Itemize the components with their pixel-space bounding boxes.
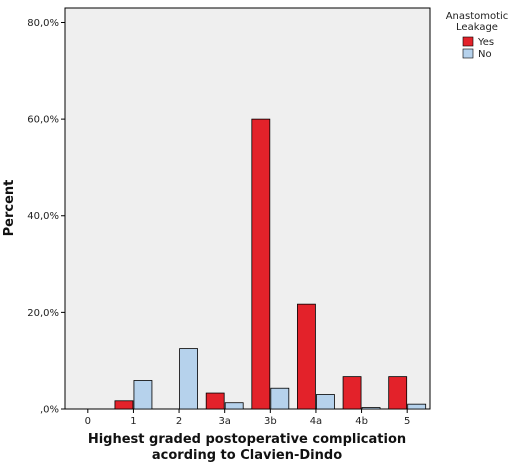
- y-tick-label: 40,0%: [27, 211, 59, 222]
- bar-no-3a: [224, 402, 244, 410]
- bar-no-4b: [361, 407, 381, 410]
- y-axis-title: Percent: [2, 180, 17, 237]
- bar-no-2: [179, 348, 198, 410]
- legend-title-line-2: Leakage: [456, 22, 498, 33]
- plot-area: [64, 7, 431, 410]
- x-axis-title-line-1: Highest graded postoperative complicatio…: [88, 432, 406, 447]
- y-tick-label: 60,0%: [27, 115, 59, 126]
- bar-no-3b: [270, 387, 290, 410]
- x-tick-label: 5: [404, 416, 410, 427]
- y-tick-label: ,0%: [40, 405, 59, 416]
- x-tick-label: 2: [176, 416, 182, 427]
- x-tick-label: 3b: [264, 416, 277, 427]
- legend-label-yes: Yes: [477, 37, 494, 48]
- legend-label-no: No: [478, 49, 492, 60]
- bar-yes-4b: [342, 376, 362, 410]
- y-tick-label: 20,0%: [27, 308, 59, 319]
- bar-no-4a: [316, 394, 335, 410]
- bar-no-5: [407, 403, 427, 410]
- legend-swatch-yes: [462, 36, 474, 47]
- legend-title-line-1: Anastomotic: [446, 11, 509, 22]
- bar-yes-5: [388, 376, 408, 410]
- bar-yes-3a: [205, 392, 225, 410]
- x-axis-title-line-2: acording to Clavien-Dindo: [152, 448, 342, 463]
- x-tick-label: 3a: [218, 416, 231, 427]
- bar-yes-3b: [251, 118, 271, 410]
- bar-yes-4a: [297, 303, 316, 410]
- x-tick-label: 4a: [310, 416, 323, 427]
- legend-swatch-no: [462, 48, 474, 59]
- legend: Anastomotic Leakage Yes No: [446, 11, 509, 60]
- x-tick-label: 4b: [355, 416, 368, 427]
- x-tick-label: 1: [130, 416, 136, 427]
- y-tick-label: 80,0%: [27, 18, 59, 29]
- x-tick-label: 0: [85, 416, 91, 427]
- bar-no-1: [133, 380, 153, 410]
- bar-yes-1: [114, 400, 134, 410]
